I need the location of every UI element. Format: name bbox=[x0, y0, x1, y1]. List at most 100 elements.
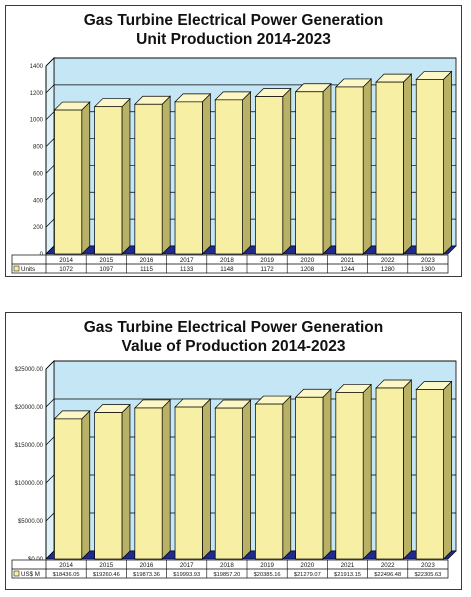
bar-front bbox=[174, 406, 203, 560]
x-tick-label: 2017 bbox=[180, 257, 194, 264]
x-tick-label: 2022 bbox=[381, 562, 395, 569]
bar bbox=[214, 399, 252, 560]
bar-front bbox=[174, 101, 203, 255]
data-value-label: 1072 bbox=[59, 266, 73, 273]
bar-side bbox=[322, 82, 332, 255]
bar-front bbox=[255, 403, 284, 560]
bar bbox=[294, 82, 332, 255]
bar-front bbox=[415, 389, 444, 560]
bar-side bbox=[81, 101, 91, 255]
x-tick-label: 2023 bbox=[421, 562, 435, 569]
gridline bbox=[45, 57, 456, 67]
y-tick-label: 1200 bbox=[30, 91, 44, 97]
x-tick-label: 2015 bbox=[99, 257, 113, 264]
value-production-plot: $0.00$5000.00$10000.00$15000.00$20000.00… bbox=[11, 360, 457, 579]
bar-front bbox=[134, 407, 163, 560]
y-tick-label: $5000.00 bbox=[18, 519, 44, 525]
data-value-label: $19857.20 bbox=[213, 572, 240, 578]
unit-production-plot: 0200400600800100012001400201410722015109… bbox=[11, 57, 457, 274]
bar bbox=[174, 398, 212, 560]
x-tick-label: 2014 bbox=[59, 562, 73, 569]
data-value-label: $21913.15 bbox=[334, 572, 361, 578]
bar bbox=[53, 410, 91, 560]
x-tick-label: 2017 bbox=[180, 562, 194, 569]
bar-side bbox=[81, 410, 91, 560]
x-tick-label: 2018 bbox=[220, 257, 234, 264]
bar-front bbox=[54, 109, 83, 255]
y-tick-label: $20000.00 bbox=[15, 405, 44, 411]
x-tick-label: 2022 bbox=[381, 257, 395, 264]
bar-side bbox=[443, 380, 452, 560]
y-tick-label: 800 bbox=[33, 145, 44, 151]
bar-front bbox=[214, 407, 243, 560]
data-value-label: $19993.93 bbox=[173, 572, 200, 578]
bar bbox=[254, 395, 292, 560]
chart-side-wall bbox=[45, 360, 55, 560]
bar-front bbox=[295, 91, 324, 255]
bar-side bbox=[202, 398, 211, 560]
bar bbox=[93, 97, 131, 255]
bar-front bbox=[415, 79, 444, 255]
bar bbox=[375, 73, 413, 255]
bar-side bbox=[242, 90, 251, 255]
chart-title-line-1: Gas Turbine Electrical Power Generation bbox=[83, 12, 384, 29]
data-value-label: 1115 bbox=[140, 266, 153, 273]
x-tick-label: 2016 bbox=[140, 562, 154, 569]
bar bbox=[294, 388, 332, 560]
bar-side bbox=[322, 388, 332, 560]
bar-front bbox=[94, 106, 123, 255]
data-value-label: 1300 bbox=[421, 266, 435, 273]
chart-title-line-1: Gas Turbine Electrical Power Generation bbox=[83, 319, 384, 336]
bar bbox=[174, 93, 212, 255]
data-value-label: 1172 bbox=[260, 266, 274, 273]
data-value-label: 1244 bbox=[341, 266, 355, 273]
bar bbox=[375, 379, 413, 560]
bar-front bbox=[134, 103, 163, 255]
chart-title-line-2: Unit Production 2014-2023 bbox=[136, 31, 331, 48]
bar-side bbox=[362, 383, 372, 560]
x-tick-label: 2019 bbox=[260, 257, 274, 264]
bar bbox=[334, 78, 373, 255]
bar bbox=[214, 90, 252, 255]
data-value-label: 1133 bbox=[180, 266, 194, 273]
x-tick-label: 2018 bbox=[220, 562, 234, 569]
data-value-label: $18436.05 bbox=[53, 572, 80, 578]
unit-production-chart: Gas Turbine Electrical Power Generation … bbox=[5, 5, 462, 277]
bar bbox=[133, 95, 172, 255]
data-value-label: $21279.07 bbox=[294, 572, 321, 578]
bar-side bbox=[121, 403, 131, 560]
y-tick-label: 400 bbox=[33, 198, 44, 204]
legend-label: Units bbox=[21, 266, 35, 273]
bar-side bbox=[242, 399, 251, 560]
x-tick-label: 2023 bbox=[421, 257, 435, 264]
bar bbox=[254, 87, 292, 255]
bar-side bbox=[282, 87, 292, 255]
data-value-label: $19873.36 bbox=[133, 572, 160, 578]
y-tick-label: 600 bbox=[33, 171, 44, 177]
bar-front bbox=[214, 99, 243, 255]
bar-front bbox=[255, 96, 284, 255]
data-value-label: $19260.46 bbox=[93, 572, 120, 578]
bar-front bbox=[375, 387, 404, 560]
x-tick-label: 2020 bbox=[300, 257, 314, 264]
bar bbox=[415, 70, 453, 255]
x-tick-label: 2019 bbox=[260, 562, 274, 569]
bar-side bbox=[202, 93, 211, 255]
bar bbox=[93, 403, 131, 560]
bar-side bbox=[282, 395, 292, 560]
y-tick-label: 200 bbox=[33, 225, 44, 231]
y-tick-label: 1400 bbox=[30, 64, 44, 70]
data-value-label: 1208 bbox=[300, 266, 314, 273]
bar-side bbox=[161, 399, 171, 560]
x-tick-label: 2020 bbox=[300, 562, 314, 569]
bar-front bbox=[335, 392, 364, 560]
bar-side bbox=[443, 70, 452, 255]
x-tick-label: 2021 bbox=[341, 257, 355, 264]
bar bbox=[334, 383, 373, 560]
chart-title-line-2: Value of Production 2014-2023 bbox=[121, 338, 346, 355]
gridline bbox=[45, 360, 456, 370]
chart-side-wall bbox=[45, 57, 55, 255]
bar-front bbox=[94, 412, 123, 560]
legend-swatch bbox=[13, 570, 20, 577]
bar bbox=[415, 380, 453, 560]
